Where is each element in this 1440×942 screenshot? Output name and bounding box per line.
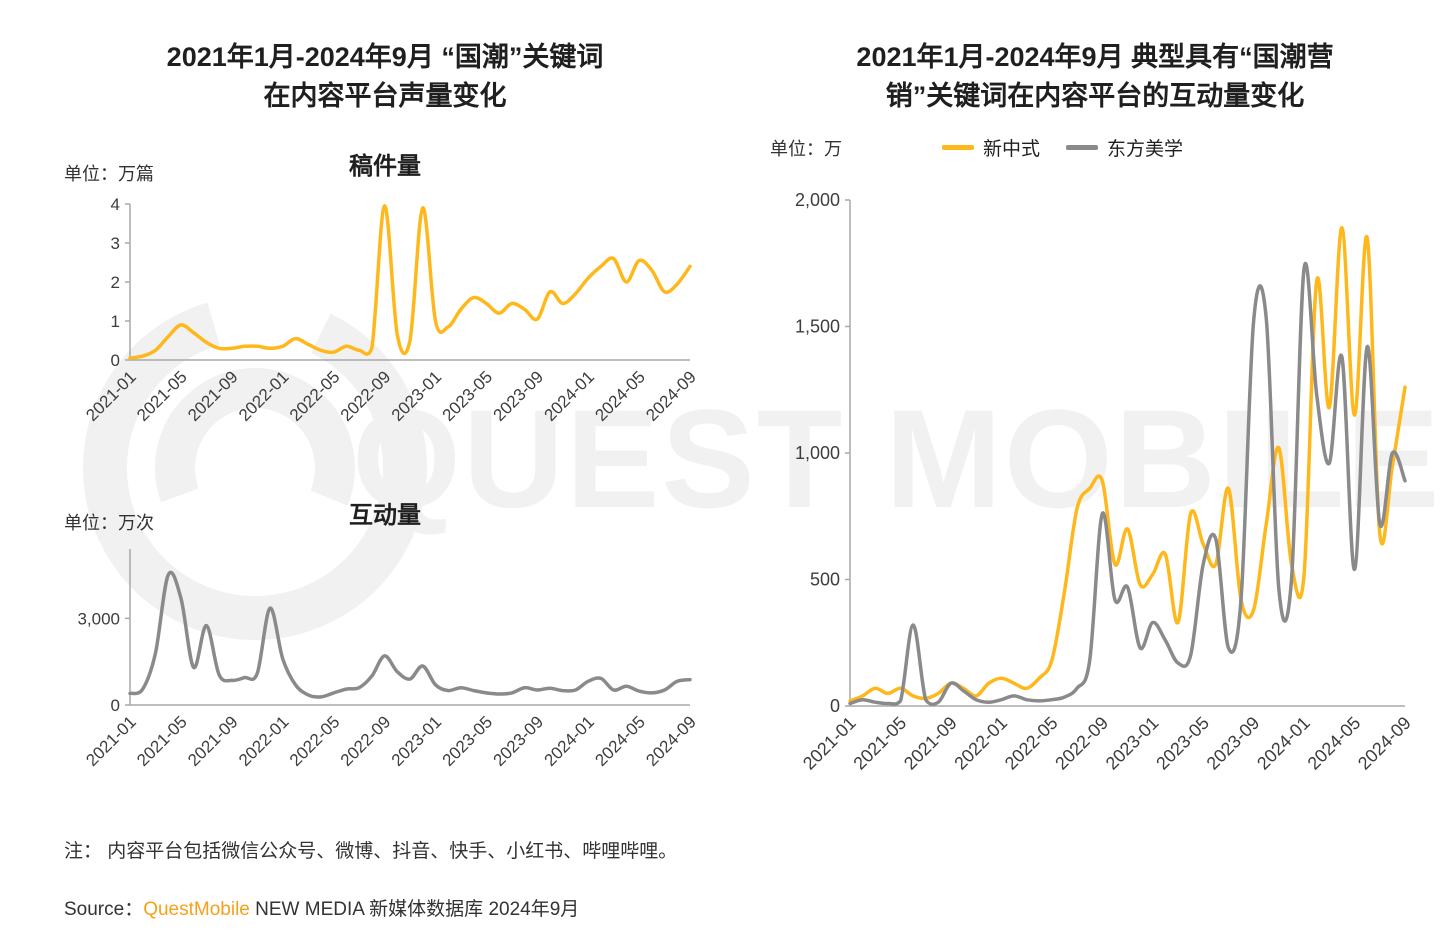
svg-text:2022-01: 2022-01 [235, 712, 293, 770]
svg-text:2022-05: 2022-05 [1001, 713, 1062, 774]
right-panel-title: 2021年1月-2024年9月 典型具有“国潮营 销”关键词在内容平台的互动量变… [770, 38, 1420, 116]
svg-text:2021-01: 2021-01 [799, 713, 860, 774]
svg-text:2021-09: 2021-09 [900, 713, 961, 774]
svg-text:2022-05: 2022-05 [286, 367, 344, 425]
svg-text:2: 2 [111, 273, 120, 292]
svg-text:2023-09: 2023-09 [490, 712, 548, 770]
source-label: Source： [64, 899, 144, 920]
svg-text:2022-09: 2022-09 [1051, 713, 1112, 774]
svg-text:2024-05: 2024-05 [591, 367, 649, 425]
interaction-volume-unit: 单位：万次 [64, 513, 154, 533]
legend-swatch [942, 145, 974, 150]
svg-text:2023-01: 2023-01 [1102, 713, 1163, 774]
svg-text:2023-05: 2023-05 [439, 367, 497, 425]
svg-text:3,000: 3,000 [77, 609, 120, 628]
svg-text:1,500: 1,500 [795, 317, 840, 337]
svg-text:2021-01: 2021-01 [82, 367, 140, 425]
questmobile-logo-icon [83, 296, 427, 640]
right-panel-title-line2: 销”关键词在内容平台的互动量变化 [885, 81, 1305, 111]
legend-swatch [1066, 145, 1099, 150]
footnote: 注： 内容平台包括微信公众号、微博、抖音、快手、小红书、哔哩哔哩。 [64, 841, 678, 862]
svg-text:2022-01: 2022-01 [950, 713, 1011, 774]
svg-text:2023-01: 2023-01 [388, 367, 446, 425]
source-brand: QuestMobile [143, 899, 250, 920]
marketing-keywords-interaction-chart: 0 500 1,000 1,500 2,000 2021-012021-052021-09… [795, 190, 1415, 774]
legend: 新中式 东方美学 [942, 134, 1183, 161]
svg-text:2024-01: 2024-01 [540, 367, 598, 425]
left-panel-title: 2021年1月-2024年9月 “国潮”关键词 在内容平台声量变化 [60, 38, 710, 116]
svg-text:2024-09: 2024-09 [1354, 713, 1415, 774]
svg-text:2023-05: 2023-05 [439, 712, 497, 770]
interaction-volume-subtitle: 互动量 [349, 502, 421, 529]
svg-text:2023-09: 2023-09 [490, 367, 548, 425]
svg-text:2021-01: 2021-01 [82, 712, 140, 770]
svg-text:500: 500 [810, 570, 840, 590]
left-panel-title-line2: 在内容平台声量变化 [263, 81, 507, 111]
article-volume-chart: 0 1 2 3 4 2021-012021-052021-092022-012022-05… [82, 195, 700, 425]
article-volume-subtitle: 稿件量 [349, 153, 421, 180]
svg-text:2024-01: 2024-01 [1253, 713, 1314, 774]
svg-text:2023-01: 2023-01 [388, 712, 446, 770]
svg-text:0: 0 [111, 696, 120, 715]
right-chart-legend-row: 单位：万 新中式 东方美学 [770, 134, 1430, 161]
svg-text:2024-09: 2024-09 [642, 367, 700, 425]
svg-text:2022-09: 2022-09 [337, 367, 395, 425]
legend-label: 新中式 [983, 139, 1041, 160]
svg-text:2022-05: 2022-05 [286, 712, 344, 770]
svg-text:0: 0 [111, 351, 120, 370]
svg-text:2,000: 2,000 [795, 190, 840, 210]
right-panel-title-line1: 2021年1月-2024年9月 典型具有“国潮营 [856, 42, 1334, 72]
svg-text:2021-05: 2021-05 [133, 367, 191, 425]
left-panel-title-line1: 2021年1月-2024年9月 “国潮”关键词 [166, 42, 604, 72]
article-volume-unit: 单位：万篇 [64, 164, 154, 184]
legend-label: 东方美学 [1107, 139, 1184, 160]
svg-text:2022-09: 2022-09 [337, 712, 395, 770]
interaction-volume-chart: 03,0002021-012021-052021-092022-012022-0… [77, 549, 700, 770]
svg-text:2021-09: 2021-09 [184, 712, 242, 770]
svg-text:1: 1 [111, 312, 120, 331]
right-chart-unit: 单位：万 [770, 138, 842, 159]
svg-text:2024-05: 2024-05 [1304, 713, 1365, 774]
svg-text:2023-09: 2023-09 [1203, 713, 1264, 774]
svg-text:2024-09: 2024-09 [642, 712, 700, 770]
svg-text:0: 0 [830, 696, 840, 716]
svg-text:2023-05: 2023-05 [1152, 713, 1213, 774]
svg-text:2024-01: 2024-01 [540, 712, 598, 770]
svg-text:3: 3 [111, 234, 120, 253]
source-rest: NEW MEDIA 新媒体数据库 2024年9月 [249, 899, 580, 920]
source-line: Source：QuestMobile NEW MEDIA 新媒体数据库 2024… [64, 894, 579, 921]
watermark-text: QUEST MOBILE [352, 380, 1440, 537]
svg-text:2022-01: 2022-01 [235, 367, 293, 425]
svg-text:2021-09: 2021-09 [184, 367, 242, 425]
svg-text:2024-05: 2024-05 [591, 712, 649, 770]
svg-text:1,000: 1,000 [795, 443, 840, 463]
svg-text:2021-05: 2021-05 [849, 713, 910, 774]
legend-item-new-chinese-style: 新中式 [942, 134, 1040, 161]
svg-text:2021-05: 2021-05 [133, 712, 191, 770]
svg-text:4: 4 [111, 195, 120, 214]
legend-item-oriental-aesthetics: 东方美学 [1066, 134, 1183, 161]
